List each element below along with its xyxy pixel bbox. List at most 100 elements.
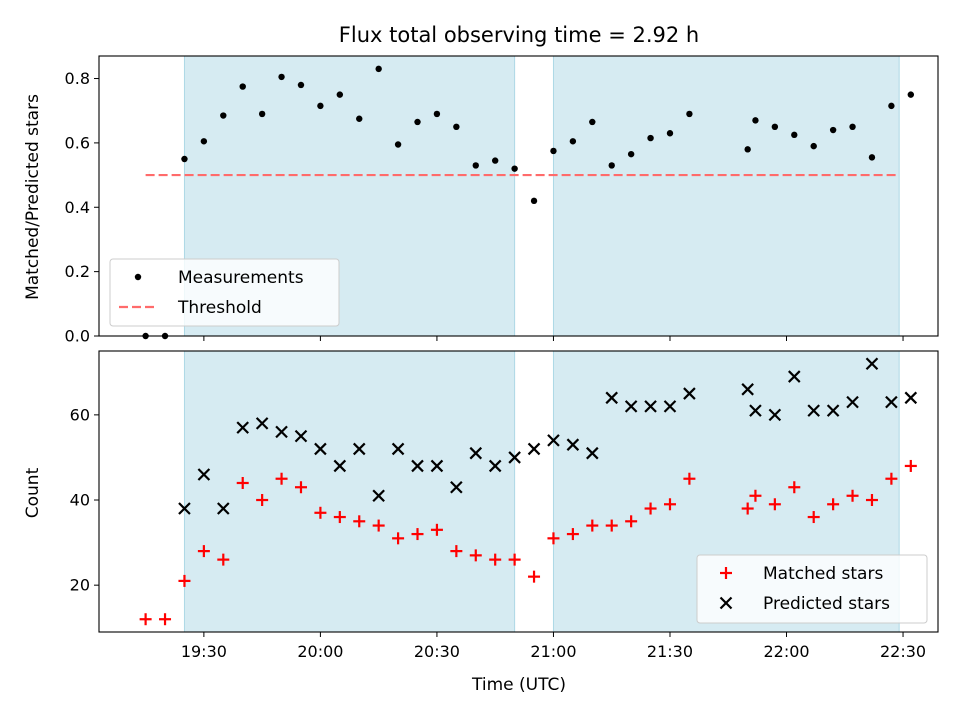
legend-predicted-marker	[719, 596, 733, 610]
bottom-panel-point-1-27-b	[741, 383, 754, 396]
bottom-panel-frame	[98, 350, 939, 633]
bottom-panel-point-1-9	[352, 442, 366, 456]
bottom-panel-point-1-17	[508, 451, 521, 464]
bottom-panel-point-1-5-b	[275, 425, 288, 439]
bottom-panel-point-0-14	[411, 528, 424, 541]
bottom-panel-point-0-21	[547, 532, 560, 545]
bottom-panel-point-1-35-b	[885, 395, 898, 409]
bottom-panel-point-0-30	[749, 489, 762, 502]
bottom-panel-point-0-23	[586, 519, 599, 532]
bottom-panel-point-0-5	[236, 476, 249, 489]
x-tick-label-0: 19:30	[181, 642, 227, 661]
top-panel-y-tick-label-3: 0.6	[65, 133, 90, 152]
bottom-panel-point-1-21-b	[586, 446, 599, 460]
bottom-panel-point-1-28	[749, 404, 762, 417]
x-tick-label-6: 22:30	[880, 642, 926, 661]
top-panel-point-0-19	[511, 165, 518, 172]
top-panel-point-0-38	[907, 91, 915, 98]
bottom-panel-point-0-35	[846, 489, 859, 502]
bottom-panel-point-0-20	[528, 570, 541, 583]
bottom-panel-point-0-18	[489, 553, 502, 566]
top-legend: Measurements Threshold	[109, 258, 340, 327]
bottom-panel-point-0-3	[197, 545, 210, 558]
top-panel-point-0-34	[829, 126, 837, 134]
legend-threshold-label: Threshold	[177, 298, 262, 318]
bottom-panel-point-1-18	[527, 442, 541, 456]
top-panel-point-0-32	[791, 131, 798, 139]
top-panel-y-tick-label-1: 0.2	[65, 262, 90, 281]
bottom-panel-point-0-0	[139, 613, 152, 626]
bottom-panel-y-tick-label-0: 20	[70, 576, 90, 595]
plot-layer: 0.0 0.2 0.4 0.6 0.8 20 40 60 19:30 20:00 20:30 21:0…	[65, 55, 939, 661]
bottom-panel-point-1-26-b	[683, 387, 696, 400]
top-panel-point-0-27	[666, 130, 674, 137]
bottom-panel-point-1-31	[807, 404, 820, 417]
bottom-panel-point-1-11	[391, 442, 405, 456]
top-panel-point-0-10	[336, 91, 344, 98]
bottom-panel-point-1-3	[236, 421, 249, 434]
bottom-panel-point-1-26	[683, 387, 696, 400]
top-panel-point-0-5	[239, 83, 246, 90]
top-panel-point-0-29	[744, 146, 751, 153]
bottom-legend-box	[696, 554, 928, 624]
chart-title: Flux total observing time = 2.92 h	[339, 23, 699, 47]
bottom-panel-point-1-6-b	[294, 429, 308, 443]
bottom-panel-point-0-32	[788, 481, 801, 494]
top-panel-point-0-35	[849, 123, 856, 131]
top-panel-point-0-18	[491, 157, 499, 164]
top-panel-point-0-24	[608, 162, 615, 169]
bottom-panel-point-1-25	[663, 400, 677, 413]
bottom-panel-point-1-33	[846, 395, 859, 409]
bottom-panel-point-1-1	[197, 468, 211, 481]
bottom-panel-point-1-31-b	[807, 404, 820, 417]
legend-matched-label: Matched stars	[763, 564, 883, 584]
x-tick-label-5: 22:00	[763, 642, 809, 661]
bottom-panel-point-1-23	[624, 400, 638, 413]
bottom-panel-point-0-6	[256, 494, 269, 507]
bottom-panel-point-0-25	[625, 515, 638, 528]
bottom-panel-point-0-11	[353, 515, 366, 528]
top-panel-point-0-2	[181, 155, 188, 163]
top-panel-point-0-26	[647, 134, 654, 142]
bottom-panel-point-0-16	[450, 545, 463, 558]
legend-measurements-marker	[134, 273, 142, 281]
bottom-panel-point-1-0	[178, 502, 191, 515]
top-panel-point-0-15	[433, 110, 441, 118]
bottom-panel-point-1-1-b	[197, 468, 211, 481]
bottom-panel-point-1-2-b	[217, 502, 230, 515]
top-panel-point-0-23	[589, 118, 596, 126]
bottom-panel-point-1-22	[605, 391, 619, 405]
bottom-panel-point-1-7-b	[314, 442, 327, 456]
bottom-panel-point-0-8	[294, 481, 307, 494]
top-panel-point-0-31	[771, 123, 779, 131]
bottom-panel-point-0-33	[807, 511, 820, 524]
bottom-panel-point-0-37	[885, 472, 898, 485]
bottom-panel-point-1-13-b	[430, 459, 444, 473]
top-panel-y-tick-label-0: 0.0	[65, 327, 90, 346]
top-panel-point-0-16	[453, 123, 460, 131]
bottom-panel-point-1-14	[450, 480, 463, 494]
bottom-panel-point-0-19	[508, 553, 521, 566]
bottom-panel-point-0-26	[644, 502, 657, 515]
bottom-panel-point-0-1	[159, 613, 172, 626]
bottom-panel-point-1-8	[333, 459, 347, 473]
x-tick-label-3: 21:00	[530, 642, 576, 661]
bottom-panel-point-1-24-b	[644, 400, 657, 413]
top-panel-y-tick-label-4: 0.8	[65, 69, 90, 88]
bottom-panel-point-0-13	[392, 532, 405, 545]
bottom-panel-point-0-31	[768, 498, 781, 511]
bottom-panel-point-1-20	[566, 438, 580, 451]
top-y-axis-label: Matched/Predicted stars	[23, 94, 43, 300]
bottom-panel-point-1-19-b	[547, 434, 560, 447]
legend-predicted-label: Predicted stars	[763, 594, 890, 614]
bottom-panel-point-1-11-b	[391, 442, 405, 456]
bottom-panel-point-1-3-b	[236, 421, 249, 434]
bottom-panel-point-1-12	[411, 459, 424, 473]
x-axis-label: Time (UTC)	[471, 675, 566, 695]
bottom-panel-point-0-9	[314, 506, 327, 519]
bottom-panel-point-1-10-b	[372, 489, 385, 503]
bottom-panel-point-1-7	[314, 442, 327, 456]
bottom-legend: Matched stars Predicted stars	[696, 554, 928, 624]
bottom-panel-point-1-22-b	[605, 391, 619, 405]
